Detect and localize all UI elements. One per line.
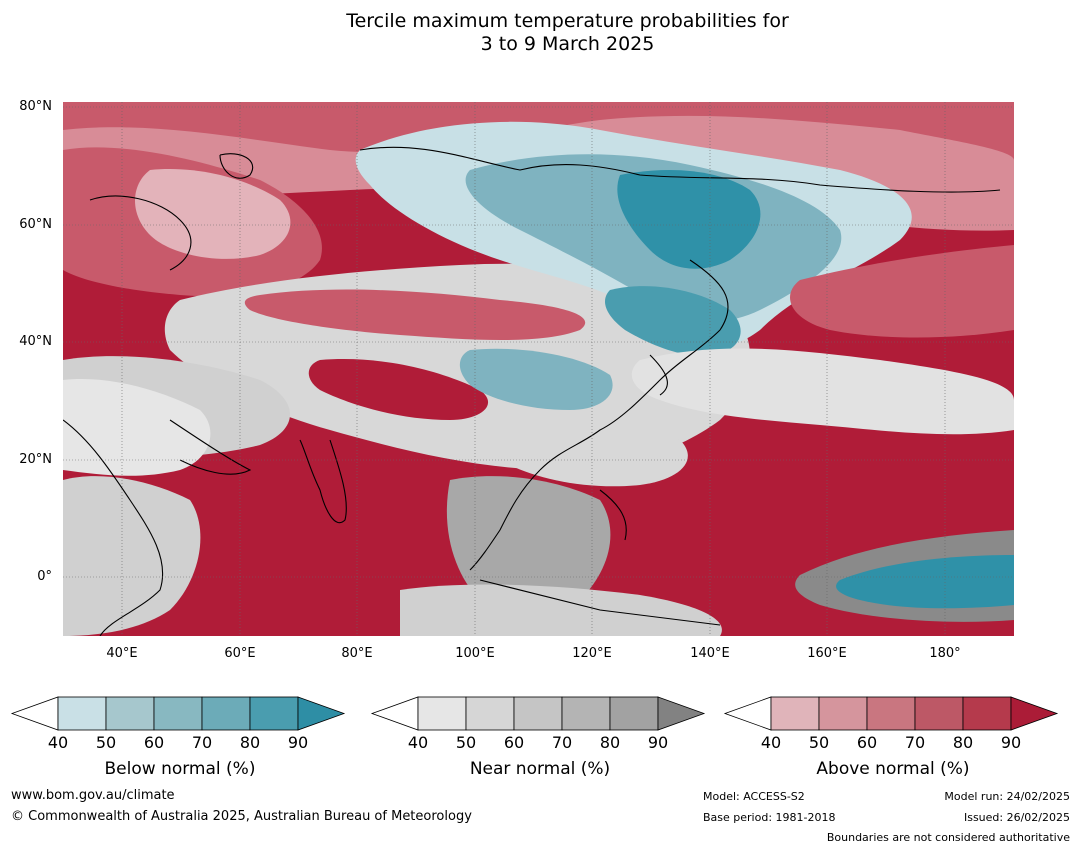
field-above-europe-light: [135, 169, 291, 259]
lon-label-140e: 140°E: [690, 646, 730, 661]
colorbar-tick-label: 60: [856, 733, 878, 752]
footer-copyright: © Commonwealth of Australia 2025, Austra…: [11, 809, 472, 824]
colorbar-tick-label: 90: [287, 733, 309, 752]
colorbar-tick-label: 90: [647, 733, 669, 752]
lon-label-180: 180°: [929, 646, 961, 661]
lat-label-40n: 40°N: [19, 334, 52, 349]
colorbar-tick-label: 40: [47, 733, 69, 752]
colorbar-segment: [561, 696, 611, 731]
colorbar-segment: [249, 696, 299, 731]
colorbar-tick-label: 80: [952, 733, 974, 752]
lat-label-20n: 20°N: [19, 452, 52, 467]
field-above-tibet: [308, 359, 489, 420]
colorbar-tick-label: 70: [191, 733, 213, 752]
colorbar-segment: [770, 696, 820, 731]
colorbar-extend-low: [723, 696, 772, 731]
colorbar-segment: [153, 696, 203, 731]
field-near-africa: [63, 476, 201, 636]
coastlines: [63, 146, 1001, 636]
title-line-2: 3 to 9 March 2025: [480, 33, 655, 55]
lat-label-60n: 60°N: [19, 217, 52, 232]
colorbar-segment: [105, 696, 155, 731]
field-above-kazakh: [244, 289, 586, 340]
gridlines: [63, 102, 1014, 636]
lat-label-80n: 80°N: [19, 99, 52, 114]
field-below-china: [459, 348, 613, 410]
footer-model-run: Model run: 24/02/2025: [944, 790, 1070, 803]
colorbar-extend-low: [10, 696, 59, 731]
colorbar-tick-label: 50: [95, 733, 117, 752]
field-near-arabia: [63, 379, 211, 476]
colorbar-segment: [513, 696, 563, 731]
colorbar-below: [10, 696, 346, 731]
colorbar-tick-label: 60: [503, 733, 525, 752]
probability-fields: [63, 102, 1014, 636]
chart-title: Tercile maximum temperature probabilitie…: [0, 10, 1081, 56]
colorbar-segment: [962, 696, 1012, 731]
probability-map: [63, 102, 1014, 636]
colorbar-segment: [818, 696, 868, 731]
footer-issued: Issued: 26/02/2025: [963, 811, 1070, 824]
colorbar-tick-label: 50: [455, 733, 477, 752]
colorbar-tick-label: 40: [760, 733, 782, 752]
colorbar-tick-label: 70: [551, 733, 573, 752]
field-below-manchuria: [605, 286, 741, 356]
colorbar-tick-label: 80: [239, 733, 261, 752]
field-near-dark-seasia: [446, 476, 611, 615]
title-line-1: Tercile maximum temperature probabilitie…: [346, 10, 789, 32]
field-below-eqpacific: [836, 555, 1014, 609]
lon-label-60e: 60°E: [224, 646, 256, 661]
lon-label-100e: 100°E: [455, 646, 495, 661]
colorbar-label-near: Near normal (%): [469, 759, 611, 779]
field-below-strong-siberia: [617, 170, 761, 269]
colorbar-tick-label: 90: [1000, 733, 1022, 752]
footer-website: www.bom.gov.au/climate: [11, 788, 175, 803]
colorbar-extend-high: [657, 696, 706, 731]
colorbar-near: [370, 696, 706, 731]
colorbar-segment: [609, 696, 659, 731]
field-above-mid-north: [63, 102, 1014, 160]
field-near-pacific: [631, 348, 1014, 435]
colorbar-tick-label: 80: [599, 733, 621, 752]
colorbar-segment: [465, 696, 515, 731]
lat-label-0: 0°: [37, 569, 52, 584]
colorbar-extend-high: [297, 696, 346, 731]
map-area: [63, 102, 1014, 636]
colorbar-segment: [201, 696, 251, 731]
footer-model: Model: ACCESS-S2: [703, 790, 805, 803]
colorbar-label-above: Above normal (%): [816, 759, 970, 779]
colorbar-extend-low: [370, 696, 419, 731]
colorbar-segment: [866, 696, 916, 731]
lon-label-40e: 40°E: [106, 646, 138, 661]
colorbar-segment: [57, 696, 107, 731]
colorbar-tick-label: 50: [808, 733, 830, 752]
lon-label-80e: 80°E: [341, 646, 373, 661]
colorbar-segment: [914, 696, 964, 731]
colorbar-tick-label: 40: [407, 733, 429, 752]
colorbar-tick-label: 70: [904, 733, 926, 752]
colorbar-segment: [417, 696, 467, 731]
colorbar-label-below: Below normal (%): [104, 759, 256, 779]
colorbar-above: [723, 696, 1059, 731]
colorbar-extend-high: [1010, 696, 1059, 731]
lon-label-120e: 120°E: [572, 646, 612, 661]
field-above-pacific-mid: [790, 245, 1014, 338]
footer-boundaries: Boundaries are not considered authoritat…: [826, 831, 1070, 844]
footer-base-period: Base period: 1981-2018: [703, 811, 836, 824]
field-near-indonesia: [400, 584, 722, 636]
colorbar-tick-label: 60: [143, 733, 165, 752]
lon-label-160e: 160°E: [807, 646, 847, 661]
